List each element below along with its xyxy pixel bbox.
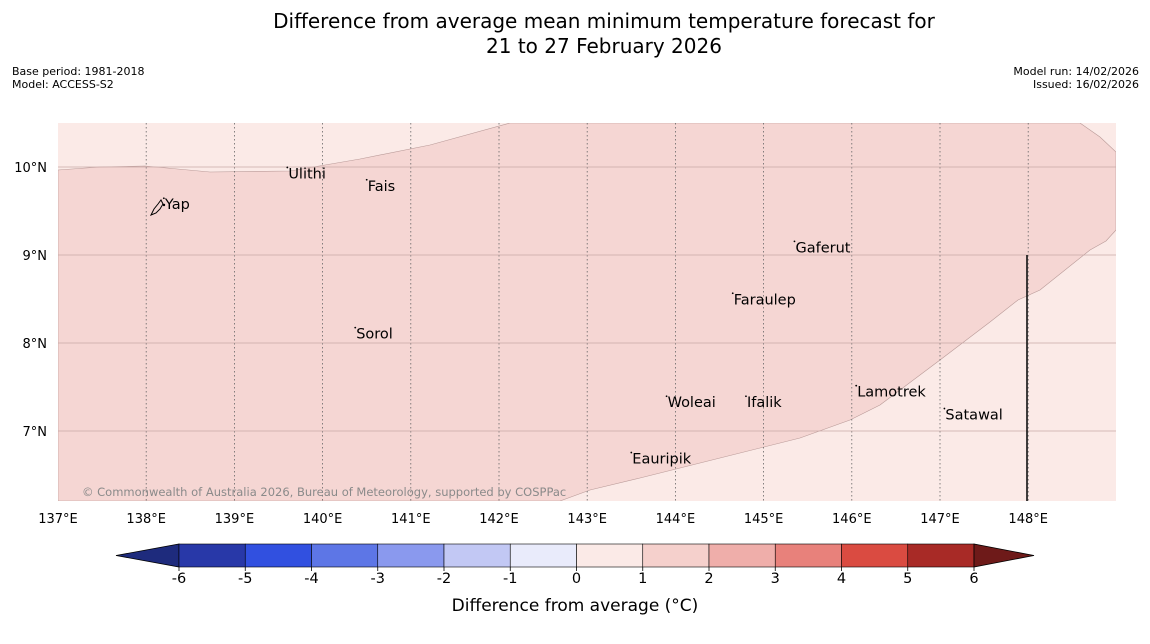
- place-sorol: Sorol: [354, 327, 393, 343]
- lon-tick-label: 142°E: [479, 512, 519, 527]
- colorbar-tick-label: 0: [572, 571, 581, 587]
- lon-tick-label: 139°E: [215, 512, 255, 527]
- place-label: Ulithi: [288, 166, 326, 182]
- place-marker: [365, 178, 368, 181]
- map-title: Difference from average mean minimum tem…: [0, 9, 1150, 59]
- place-label: Satawal: [945, 408, 1002, 424]
- place-marker: [286, 166, 289, 169]
- colorbar-tick-label: 3: [771, 571, 780, 587]
- lat-tick-label: 9°N: [23, 249, 48, 264]
- colorbar: -6 -5 -4 -3 -2 -1 0 1 2 3 4 5 6: [115, 543, 1035, 587]
- base-period-text: Base period: 1981-2018: [12, 65, 145, 78]
- colorbar-tick-label: -1: [503, 571, 517, 587]
- place-marker: [943, 407, 946, 410]
- place-lamotrek: Lamotrek: [855, 385, 926, 401]
- colorbar-tick-label: 4: [837, 571, 846, 587]
- place-label: Woleai: [668, 395, 716, 411]
- colorbar-tick-label: -2: [437, 571, 451, 587]
- map-title-line-2: 21 to 27 February 2026: [486, 34, 722, 58]
- place-satawal: Satawal: [943, 407, 1003, 424]
- place-marker: [745, 395, 747, 398]
- place-marker: [630, 451, 633, 454]
- colorbar-tick-label: -3: [371, 571, 385, 587]
- place-gaferut: Gaferut: [793, 240, 851, 256]
- issued-text: Issued: 16/02/2026: [1032, 78, 1139, 91]
- lon-tick-label: 140°E: [303, 512, 343, 527]
- place-ulithi: Ulithi: [286, 166, 326, 182]
- place-marker: [162, 197, 165, 200]
- place-ifalik: Ifalik: [745, 395, 782, 411]
- legend-label: Difference from average (°C): [451, 596, 699, 616]
- map-axis-labels: 137°E 138°E 139°E 140°E 141°E 142°E 143°E 144°E…: [14, 161, 1048, 527]
- place-label: Eauripik: [632, 452, 691, 468]
- place-marker: [731, 292, 734, 295]
- colorbar-segment: [377, 543, 445, 568]
- model-run-text: Model run: 14/02/2026: [1013, 65, 1139, 78]
- place-marker: [855, 384, 858, 387]
- map-gridlines: [58, 123, 1116, 501]
- meta-right: Model run: 14/02/2026 Issued: 16/02/2026: [1013, 65, 1139, 91]
- colorbar-segment: [708, 543, 776, 568]
- lon-tick-label: 147°E: [920, 512, 960, 527]
- colorbar-segment: [178, 543, 246, 568]
- yap-island-shape: [149, 199, 166, 216]
- place-eauripik: Eauripik: [630, 451, 692, 468]
- map-title-line-1: Difference from average mean minimum tem…: [273, 9, 935, 33]
- colorbar-segment: [443, 543, 511, 568]
- lat-tick-label: 10°N: [14, 161, 47, 176]
- lon-tick-label: 144°E: [656, 512, 696, 527]
- place-marker: [665, 395, 668, 398]
- colorbar-tick-label: 1: [638, 571, 647, 587]
- colorbar-tick-label: -4: [304, 571, 318, 587]
- lat-tick-label: 8°N: [23, 337, 48, 352]
- place-marker: [793, 240, 796, 243]
- colorbar-tick-label: 2: [704, 571, 713, 587]
- copyright-text: © Commonwealth of Australia 2026, Bureau…: [82, 485, 566, 499]
- colorbar-segment: [907, 543, 975, 568]
- colorbar-tick-label: -6: [172, 571, 186, 587]
- model-text: Model: ACCESS-S2: [12, 78, 114, 91]
- colorbar-segment: [841, 543, 909, 568]
- lon-tick-label: 137°E: [38, 512, 78, 527]
- colorbar-tick-label: -5: [238, 571, 252, 587]
- colorbar-segment: [509, 543, 577, 568]
- lon-tick-label: 138°E: [126, 512, 166, 527]
- colorbar-segment: [774, 543, 842, 568]
- map-plot-area: Yap Ulithi Fais Gaferut Faraulep Sorol Lamotre…: [58, 123, 1116, 501]
- colorbar-over-arrow: [973, 543, 1035, 568]
- place-label: Fais: [368, 179, 395, 195]
- colorbar-segment: [576, 543, 644, 568]
- lon-tick-label: 146°E: [832, 512, 872, 527]
- place-label: Ifalik: [747, 395, 782, 411]
- place-labels: Yap Ulithi Fais Gaferut Faraulep Sorol Lamotre…: [162, 166, 1003, 468]
- colorbar-segment: [642, 543, 710, 568]
- place-label: Faraulep: [734, 292, 796, 308]
- lon-tick-label: 141°E: [391, 512, 431, 527]
- colorbar-under-arrow: [115, 543, 180, 568]
- lon-tick-label: 143°E: [567, 512, 607, 527]
- place-fais: Fais: [365, 178, 395, 195]
- colorbar-tick-label: 5: [903, 571, 912, 587]
- colorbar-segment: [244, 543, 312, 568]
- place-label: Sorol: [356, 327, 393, 343]
- place-woleai: Woleai: [665, 395, 716, 411]
- lon-tick-label: 145°E: [744, 512, 784, 527]
- colorbar-segment: [311, 543, 379, 568]
- lon-tick-label: 148°E: [1008, 512, 1048, 527]
- lat-tick-label: 7°N: [23, 425, 48, 440]
- meta-left: Base period: 1981-2018 Model: ACCESS-S2: [12, 65, 144, 91]
- place-marker: [354, 326, 357, 329]
- place-faraulep: Faraulep: [731, 292, 796, 308]
- place-yap: Yap: [162, 197, 190, 213]
- place-label: Yap: [164, 197, 190, 213]
- place-label: Gaferut: [795, 240, 850, 256]
- colorbar-tick-label: 6: [969, 571, 978, 587]
- place-label: Lamotrek: [857, 385, 926, 401]
